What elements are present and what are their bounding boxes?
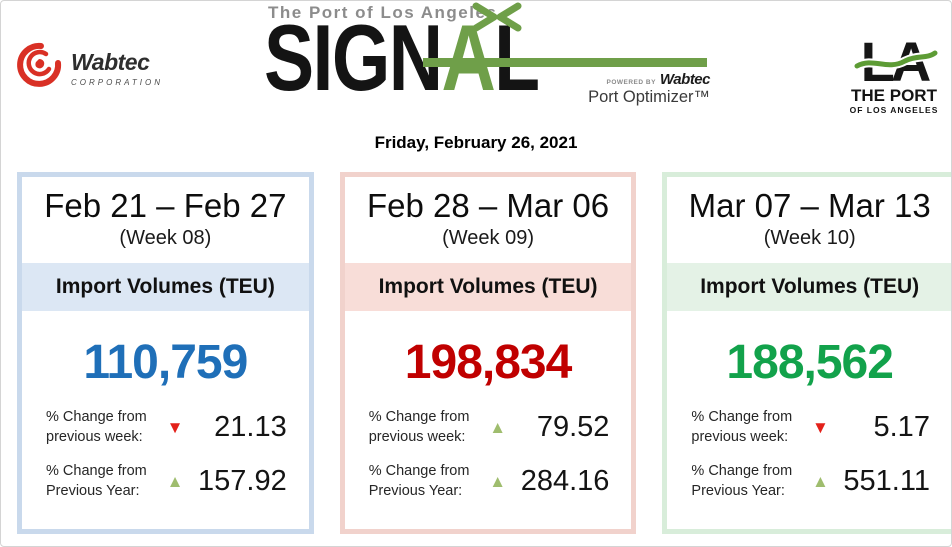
card-changes: % Change from previous week: ▼ 21.13 % C… <box>22 404 309 501</box>
card-date-range: Feb 28 – Mar 06 <box>366 187 610 224</box>
change-value: 21.13 <box>214 411 287 444</box>
change-row-previous-week: % Change from previous week: ▼ 5.17 <box>677 408 942 447</box>
change-label: % Change from Previous Year: <box>677 462 797 501</box>
wabtec-brand: Wabtec <box>71 48 150 75</box>
card-week-label: (Week 10) <box>763 226 856 249</box>
card-date-range: Mar 07 – Mar 13 <box>688 187 931 224</box>
arrow-down-icon: ▼ <box>811 418 829 438</box>
change-value: 284.16 <box>520 465 610 498</box>
change-value: 79.52 <box>536 411 610 444</box>
card-date-header: Feb 28 – Mar 06 (Week 09) <box>344 177 632 263</box>
change-label-line2: previous week: <box>691 428 789 445</box>
card-metric-band: Import Volumes (TEU) <box>667 262 951 311</box>
change-label-line1: % Change from <box>46 408 147 425</box>
card-week-10: Mar 07 – Mar 13 (Week 10) Import Volumes… <box>662 172 951 534</box>
arrow-up-icon: ▲ <box>166 472 184 492</box>
arrow-up-icon: ▲ <box>489 418 507 438</box>
wabtec-swirl-icon <box>15 41 63 94</box>
signal-word-accent: A <box>441 5 495 110</box>
change-label-line2: Previous Year: <box>46 482 140 499</box>
change-label-line1: % Change from <box>691 408 793 425</box>
change-value: 551.11 <box>843 465 930 498</box>
signal-wordmark: SIGNAL <box>264 11 540 105</box>
change-label-line1: % Change from <box>691 463 793 480</box>
card-week-08: Feb 21 – Feb 27 (Week 08) Import Volumes… <box>17 172 314 534</box>
powered-by-block: POWERED BY Wabtec Port Optimizer™ <box>588 71 710 107</box>
signal-logo: The Port of Los Angeles SIGNAL POWERED B… <box>236 1 716 127</box>
card-week-09: Feb 28 – Mar 06 (Week 09) Import Volumes… <box>339 172 637 534</box>
card-metric-band: Import Volumes (TEU) <box>344 262 632 311</box>
change-label-line2: Previous Year: <box>368 482 463 499</box>
la-line2: OF LOS ANGELES <box>850 105 939 115</box>
signal-word-pre: SIGN <box>264 5 443 110</box>
import-volume-value: 188,562 <box>726 335 894 389</box>
arrow-up-icon: ▲ <box>489 472 507 492</box>
card-date-header: Mar 07 – Mar 13 (Week 10) <box>667 177 951 263</box>
card-changes: % Change from previous week: ▲ 79.52 % C… <box>345 404 632 501</box>
signal-green-bar <box>423 58 707 67</box>
change-label-line1: % Change from <box>46 463 147 480</box>
change-row-previous-year: % Change from Previous Year: ▲ 551.11 <box>677 462 942 501</box>
change-label-line1: % Change from <box>368 463 470 480</box>
change-value: 5.17 <box>873 411 930 444</box>
change-label: % Change from previous week: <box>677 408 797 447</box>
change-value: 157.92 <box>198 465 287 498</box>
card-date-header: Feb 21 – Feb 27 (Week 08) <box>22 177 309 263</box>
change-row-previous-year: % Change from Previous Year: ▲ 284.16 <box>355 462 622 501</box>
change-label-line2: Previous Year: <box>691 482 785 499</box>
card-metric-label: Import Volumes (TEU) <box>378 274 598 298</box>
import-volume-value: 110,759 <box>83 335 248 389</box>
header: Wabtec CORPORATION The Port of Los Angel… <box>1 1 951 127</box>
card-metric-label: Import Volumes (TEU) <box>55 274 275 298</box>
card-week-label: (Week 09) <box>442 226 534 249</box>
powered-by-label: POWERED BY <box>606 79 656 86</box>
change-label: % Change from previous week: <box>355 408 475 447</box>
card-date-range: Feb 21 – Feb 27 <box>44 187 287 224</box>
card-week-label: (Week 08) <box>119 226 212 249</box>
change-label: % Change from previous week: <box>32 408 152 447</box>
change-row-previous-week: % Change from previous week: ▼ 21.13 <box>32 408 299 447</box>
powered-by-brand: Wabtec <box>659 71 711 88</box>
report-date: Friday, February 26, 2021 <box>374 133 578 152</box>
product-name: Port Optimizer™ <box>588 88 710 106</box>
change-row-previous-year: % Change from Previous Year: ▲ 157.92 <box>32 462 299 501</box>
arrow-down-icon: ▼ <box>166 418 184 438</box>
la-wave-icon <box>854 50 938 69</box>
import-volume-value: 198,834 <box>404 335 573 389</box>
card-changes: % Change from previous week: ▼ 5.17 % Ch… <box>667 404 951 501</box>
la-port-logo: LA THE PORT OF LOS ANGELES <box>847 29 941 126</box>
change-label-line1: % Change from <box>368 408 470 425</box>
change-row-previous-week: % Change from previous week: ▲ 79.52 <box>355 408 622 447</box>
signal-antenna-icon <box>468 1 526 40</box>
wabtec-subtitle: CORPORATION <box>71 77 163 87</box>
card-metric-band: Import Volumes (TEU) <box>22 262 309 311</box>
change-label-line2: previous week: <box>368 428 466 445</box>
weekly-cards-row: Feb 21 – Feb 27 (Week 08) Import Volumes… <box>17 172 951 534</box>
la-line1: THE PORT <box>851 86 938 105</box>
signal-overline: The Port of Los Angeles <box>268 3 498 22</box>
change-label: % Change from Previous Year: <box>355 462 475 501</box>
change-label-line2: previous week: <box>46 428 143 445</box>
wabtec-logo: Wabtec CORPORATION <box>15 41 163 94</box>
card-metric-label: Import Volumes (TEU) <box>700 274 920 298</box>
change-label: % Change from Previous Year: <box>32 462 152 501</box>
arrow-up-icon: ▲ <box>811 472 829 492</box>
